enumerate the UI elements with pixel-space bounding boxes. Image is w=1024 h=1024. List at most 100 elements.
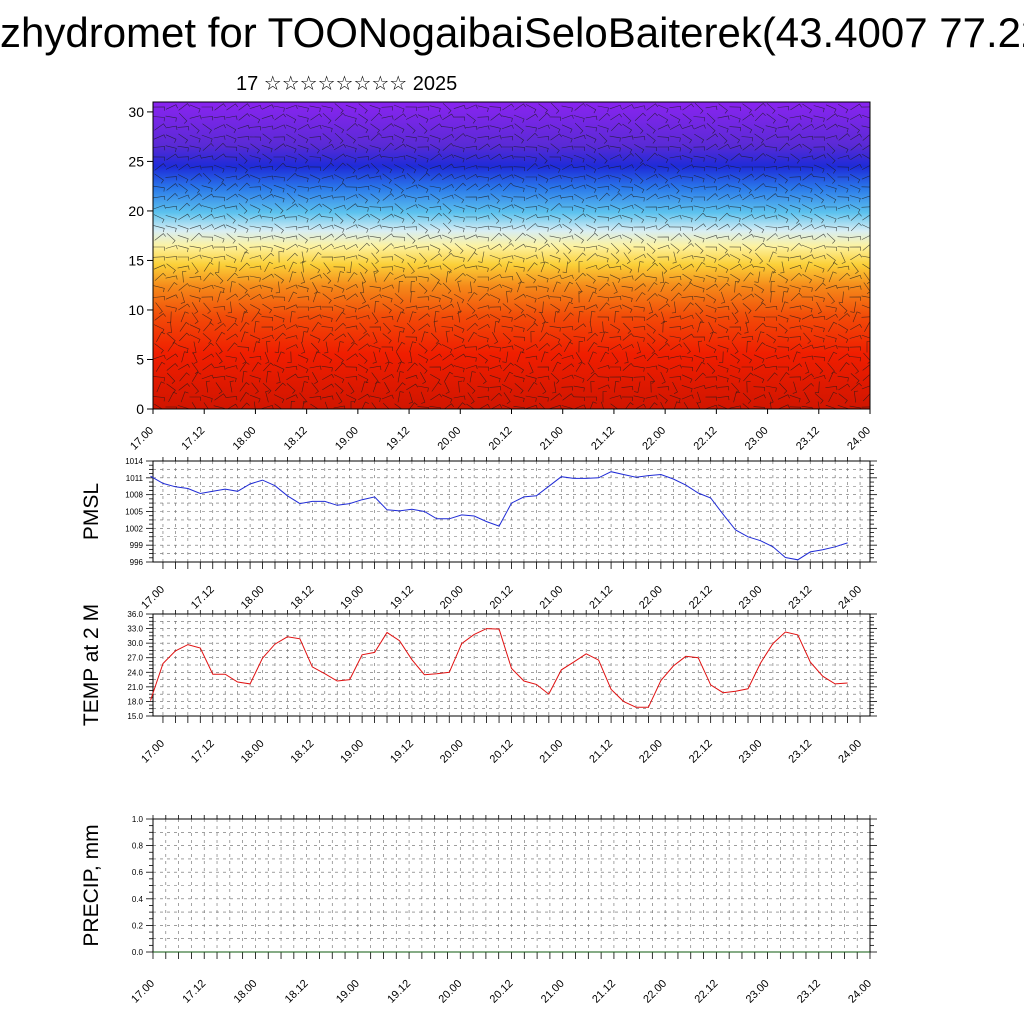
wind-barb (657, 136, 669, 142)
wind-barb (669, 105, 682, 111)
wind-barb (369, 326, 381, 331)
wind-barb (453, 365, 465, 373)
wind-barb (574, 103, 586, 111)
wind-barb (513, 224, 526, 230)
wind-barb (801, 344, 814, 350)
wind-barb (742, 183, 752, 194)
wind-barb (861, 295, 870, 298)
wind-barb (813, 205, 826, 210)
wind-barb (670, 343, 682, 351)
wind-barb (573, 246, 585, 252)
wind-barb (410, 291, 416, 303)
wind-barb (501, 404, 513, 409)
wind-barb (189, 245, 201, 252)
wind-barb (502, 182, 514, 192)
wind-barb (154, 313, 166, 321)
wind-barb (276, 371, 281, 384)
wind-barb (237, 236, 249, 242)
wind-barb (599, 321, 604, 334)
wind-barb (838, 313, 850, 321)
wind-barb (573, 205, 585, 213)
wind-barb (250, 114, 261, 124)
wind-barb (801, 135, 814, 141)
wind-barb (190, 203, 202, 211)
wind-barb (202, 193, 214, 201)
wind-barb (333, 224, 345, 233)
wind-barb (609, 305, 622, 310)
wind-barb (418, 323, 431, 331)
wind-barb (226, 124, 237, 134)
wind-barb (445, 330, 450, 343)
wind-barb (276, 351, 285, 363)
wind-barb (825, 284, 838, 290)
wind-barb (189, 275, 202, 281)
wind-barb (850, 253, 862, 261)
wind-barb (587, 341, 598, 352)
wind-barb (405, 204, 418, 210)
xtick-label: 23.12 (786, 738, 814, 766)
wind-barb (370, 242, 380, 254)
wind-barb (358, 333, 370, 341)
wind-barb (274, 323, 286, 330)
wind-barb (525, 185, 537, 193)
wind-barb (382, 123, 394, 131)
wind-barb (394, 293, 404, 304)
wind-barb (179, 332, 190, 342)
wind-barb (214, 393, 227, 401)
wind-barb (457, 280, 462, 293)
wind-barb (345, 154, 357, 163)
wind-barb (501, 136, 514, 141)
wind-barb (442, 282, 452, 294)
wind-barb (837, 184, 849, 193)
wind-barb (502, 303, 512, 314)
wind-barb (597, 165, 610, 170)
wind-barb (501, 204, 514, 210)
wind-barb (741, 166, 753, 171)
wind-barb (203, 302, 211, 314)
wind-barb (478, 183, 490, 191)
wind-barb (309, 125, 322, 130)
heatmap-xtick-label: 22.00 (640, 425, 668, 453)
wind-barb (814, 393, 824, 404)
wind-barb (778, 173, 788, 184)
wind-barb (850, 222, 862, 232)
wind-barb (165, 256, 178, 261)
wind-barb (369, 395, 381, 403)
wind-barb (741, 264, 754, 270)
wind-barb (754, 143, 766, 151)
wind-barb (765, 154, 777, 164)
wind-barb (614, 311, 620, 323)
wind-barb (309, 235, 322, 240)
wind-barb (669, 226, 681, 231)
wind-barb (442, 183, 454, 190)
wind-barb (539, 332, 550, 342)
wind-barb (501, 166, 513, 171)
xtick-label: 17.00 (129, 978, 157, 1006)
wind-barb (397, 371, 404, 383)
wind-barb (345, 235, 358, 240)
wind-barb (693, 336, 705, 341)
wind-barb (382, 164, 393, 174)
wind-barb (597, 365, 610, 370)
figure-subtitle: 17 ☆☆☆☆☆☆☆☆ 2025 (236, 73, 458, 95)
wind-barb (597, 255, 609, 263)
wind-barb (239, 321, 250, 332)
wind-barb (802, 143, 813, 154)
wind-barb (588, 351, 597, 363)
wind-barb (657, 236, 669, 241)
wind-barb (405, 114, 418, 120)
wind-barb (746, 381, 751, 393)
wind-barb (457, 310, 463, 323)
heatmap-xtick-label: 19.00 (333, 425, 361, 453)
wind-barb (585, 304, 598, 310)
wind-barb (214, 272, 224, 284)
xtick-label: 21.00 (539, 978, 567, 1006)
wind-barb (154, 163, 166, 171)
wind-barb (358, 113, 369, 124)
wind-barb (513, 265, 525, 272)
wind-barb (573, 336, 585, 342)
wind-barb (813, 295, 825, 303)
xtick-label: 23.12 (786, 584, 814, 612)
wind-barb (538, 103, 548, 114)
